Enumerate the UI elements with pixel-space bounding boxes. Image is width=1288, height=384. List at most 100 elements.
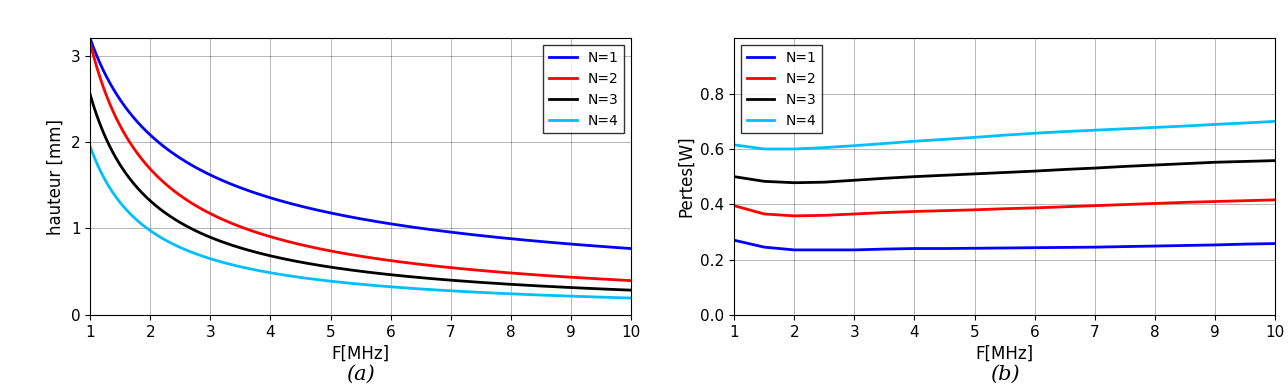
N=2	[967, 207, 983, 212]
N=3	[1087, 166, 1103, 170]
N=2	[787, 214, 802, 218]
N=3	[1238, 159, 1253, 164]
N=2	[526, 272, 541, 277]
Line: N=4: N=4	[734, 121, 1275, 149]
Y-axis label: hauteur [mm]: hauteur [mm]	[48, 119, 66, 235]
N=4	[1267, 119, 1283, 124]
N=1	[1267, 241, 1283, 246]
Line: N=3: N=3	[734, 161, 1275, 183]
N=2	[877, 210, 893, 215]
N=2	[375, 257, 390, 262]
N=4	[1148, 125, 1163, 130]
N=1	[1238, 242, 1253, 247]
N=1	[375, 220, 390, 225]
N=2	[936, 209, 952, 213]
N=1	[623, 246, 639, 251]
N=3	[907, 174, 922, 179]
N=4	[1238, 121, 1253, 125]
N=4	[1207, 122, 1222, 127]
N=2	[997, 207, 1012, 211]
N=1	[1057, 245, 1073, 250]
Text: (b): (b)	[989, 365, 1020, 384]
N=1	[726, 238, 742, 243]
N=4	[1027, 131, 1042, 136]
N=2	[1027, 205, 1042, 210]
N=1	[877, 247, 893, 252]
N=3	[726, 174, 742, 179]
N=3	[1027, 169, 1042, 174]
Line: N=4: N=4	[90, 146, 631, 298]
N=2	[1087, 204, 1103, 208]
N=2	[1148, 201, 1163, 206]
N=2	[817, 213, 832, 218]
N=1	[1207, 243, 1222, 247]
N=3	[375, 271, 390, 276]
N=1	[907, 246, 922, 251]
N=4	[526, 293, 541, 297]
N=4	[343, 281, 358, 286]
N=3	[877, 176, 893, 180]
N=4	[611, 295, 626, 300]
N=3	[526, 283, 541, 288]
N=3	[404, 275, 420, 279]
N=4	[339, 281, 354, 285]
N=4	[907, 139, 922, 144]
N=1	[936, 246, 952, 251]
N=4	[726, 142, 742, 147]
N=4	[817, 145, 832, 150]
N=3	[1267, 158, 1283, 163]
Line: N=1: N=1	[90, 38, 631, 248]
Line: N=2: N=2	[90, 43, 631, 281]
N=3	[756, 179, 772, 184]
N=1	[526, 238, 541, 243]
N=2	[623, 278, 639, 283]
Legend: N=1, N=2, N=3, N=4: N=1, N=2, N=3, N=4	[741, 45, 822, 133]
N=1	[82, 36, 98, 41]
N=3	[1148, 163, 1163, 167]
N=2	[726, 204, 742, 208]
N=1	[1117, 244, 1132, 249]
N=4	[1057, 129, 1073, 134]
N=3	[997, 170, 1012, 175]
N=4	[997, 133, 1012, 137]
N=2	[1207, 199, 1222, 204]
N=3	[339, 267, 354, 272]
N=2	[1267, 197, 1283, 202]
N=1	[967, 246, 983, 250]
N=2	[1177, 200, 1193, 205]
N=1	[787, 248, 802, 252]
Y-axis label: Pertes[W]: Pertes[W]	[676, 136, 694, 217]
N=2	[404, 261, 420, 266]
N=4	[1177, 124, 1193, 128]
N=1	[343, 215, 358, 219]
N=3	[967, 172, 983, 176]
N=4	[756, 147, 772, 151]
N=1	[817, 248, 832, 252]
N=1	[1087, 245, 1103, 250]
N=3	[787, 180, 802, 185]
N=4	[846, 143, 862, 148]
X-axis label: F[MHz]: F[MHz]	[975, 345, 1034, 363]
N=3	[611, 287, 626, 292]
Line: N=3: N=3	[90, 94, 631, 290]
N=4	[1087, 128, 1103, 132]
N=3	[1117, 164, 1132, 169]
Text: (a): (a)	[346, 365, 375, 384]
N=1	[339, 214, 354, 218]
N=2	[82, 40, 98, 45]
N=2	[846, 212, 862, 216]
N=3	[846, 178, 862, 182]
Line: N=2: N=2	[734, 200, 1275, 216]
N=3	[817, 180, 832, 184]
Legend: N=1, N=2, N=3, N=4: N=1, N=2, N=3, N=4	[544, 45, 625, 133]
N=2	[339, 252, 354, 256]
N=4	[623, 296, 639, 300]
N=2	[1238, 199, 1253, 203]
N=3	[1207, 160, 1222, 165]
N=4	[967, 135, 983, 140]
N=1	[1148, 244, 1163, 248]
N=2	[756, 212, 772, 216]
N=3	[623, 288, 639, 293]
N=2	[611, 278, 626, 282]
N=4	[787, 147, 802, 151]
